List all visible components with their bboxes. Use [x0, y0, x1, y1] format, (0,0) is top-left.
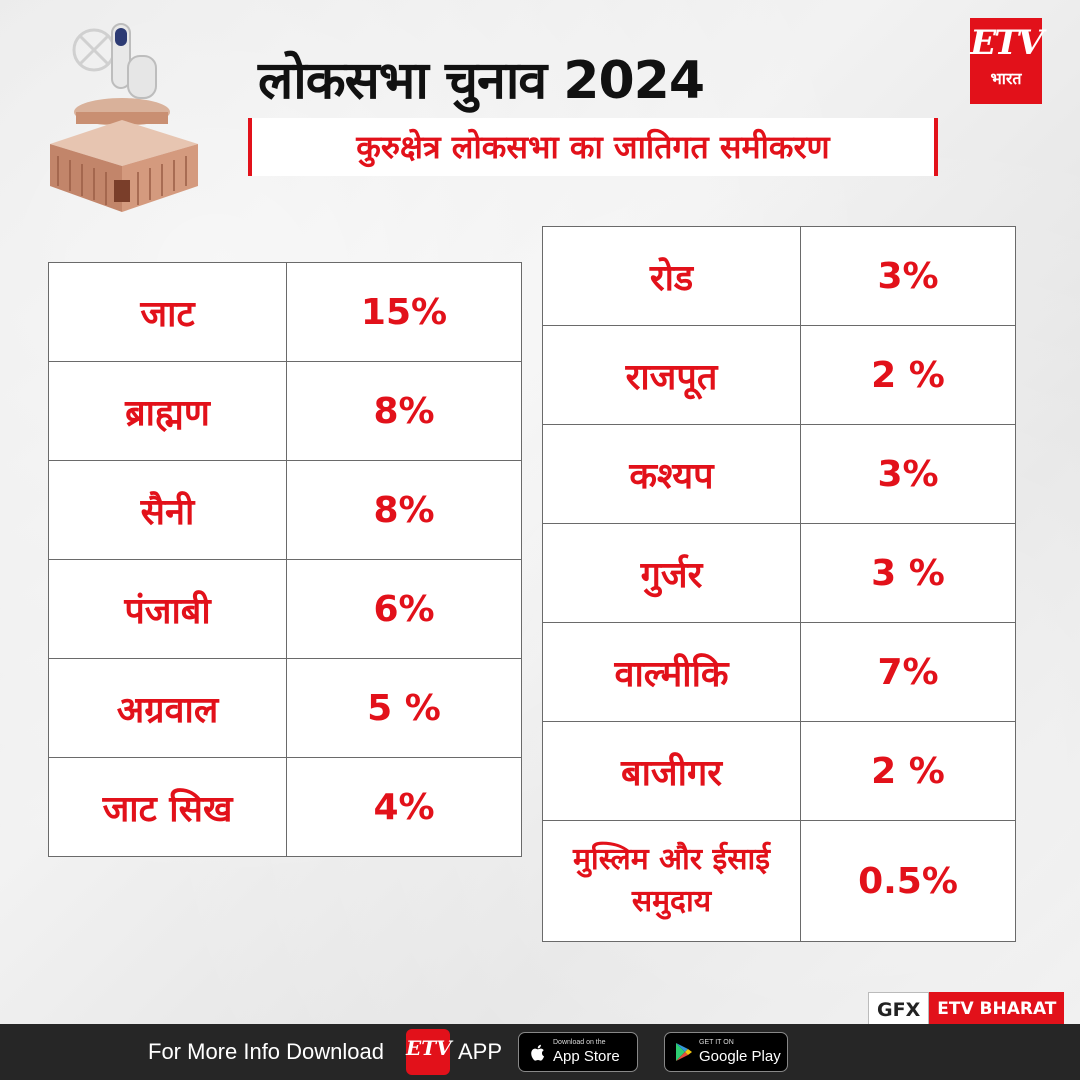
caste-table-left: जाट 15% ब्राह्मण 8% सैनी 8% पंजाबी 6% अग्रवा… [48, 262, 522, 857]
google-play-label: Google Play [699, 1048, 781, 1065]
caste-name: अग्रवाल [48, 658, 287, 758]
caste-name: बाजीगर [542, 721, 801, 821]
footer-text: For More Info Download [148, 1039, 384, 1064]
caste-name: मुस्लिम और ईसाई समुदाय [542, 820, 801, 942]
caste-name: सैनी [48, 460, 287, 560]
caste-name: कश्यप [542, 424, 801, 524]
table-row: मुस्लिम और ईसाई समुदाय 0.5% [542, 820, 1016, 942]
caste-percent: 0.5% [800, 820, 1016, 942]
caste-percent: 2 % [800, 325, 1016, 425]
caste-percent: 5 % [286, 658, 522, 758]
page-title: लोकसभा चुनाव 2024 [258, 51, 705, 111]
caste-percent: 7% [800, 622, 1016, 722]
table-row: वाल्मीकि 7% [542, 622, 1016, 722]
app-store-button[interactable]: Download on the App Store [518, 1032, 638, 1072]
caste-percent: 8% [286, 361, 522, 461]
caste-name: पंजाबी [48, 559, 287, 659]
app-store-small-text: Download on the [553, 1039, 606, 1046]
table-row: ब्राह्मण 8% [48, 361, 522, 461]
footer-app-label: APP [458, 1039, 503, 1064]
caste-percent: 2 % [800, 721, 1016, 821]
caste-name: गुर्जर [542, 523, 801, 623]
gfx-label: GFX [868, 992, 930, 1026]
caste-percent: 8% [286, 460, 522, 560]
caste-name: जाट [48, 262, 287, 362]
gfx-credit: GFX ETV BHARAT [868, 992, 1065, 1026]
apple-icon [531, 1044, 545, 1061]
table-row: राजपूत 2 % [542, 325, 1016, 425]
logo-mark: ETV [970, 23, 1044, 63]
caste-name: ब्राह्मण [48, 361, 287, 461]
etv-bharat-logo: ETV भारत [970, 18, 1044, 104]
google-play-icon [676, 1043, 692, 1061]
google-play-button[interactable]: GET IT ON Google Play [664, 1032, 788, 1072]
footer-bar: For More Info Download ETV APP Download … [0, 1024, 1080, 1080]
caste-percent: 3% [800, 424, 1016, 524]
caste-name: वाल्मीकि [542, 622, 801, 722]
google-play-small-text: GET IT ON [699, 1039, 734, 1046]
table-row: बाजीगर 2 % [542, 721, 1016, 821]
parliament-building-icon [50, 98, 198, 212]
table-row: रोड 3% [542, 226, 1016, 326]
table-row: अग्रवाल 5 % [48, 658, 522, 758]
caste-name: जाट सिख [48, 757, 287, 857]
caste-percent: 4% [286, 757, 522, 857]
parliament-illustration [50, 23, 198, 212]
vote-cross-icon [72, 28, 116, 72]
logo-subtext: भारत [990, 69, 1022, 88]
etv-app-logo-icon: ETV [406, 1029, 452, 1075]
caste-table-right: रोड 3% राजपूत 2 % कश्यप 3% गुर्जर 3 % वाल्मी… [542, 226, 1016, 942]
caste-percent: 15% [286, 262, 522, 362]
gfx-source: ETV BHARAT [929, 992, 1065, 1026]
page-subtitle: कुरुक्षेत्र लोकसभा का जातिगत समीकरण [248, 118, 938, 176]
table-row: पंजाबी 6% [48, 559, 522, 659]
caste-percent: 3 % [800, 523, 1016, 623]
table-row: सैनी 8% [48, 460, 522, 560]
caste-percent: 3% [800, 226, 1016, 326]
inked-finger-icon [111, 23, 157, 99]
table-row: गुर्जर 3 % [542, 523, 1016, 623]
app-store-label: App Store [553, 1048, 620, 1065]
table-row: जाट सिख 4% [48, 757, 522, 857]
caste-name: रोड [542, 226, 801, 326]
table-row: जाट 15% [48, 262, 522, 362]
caste-percent: 6% [286, 559, 522, 659]
table-row: कश्यप 3% [542, 424, 1016, 524]
caste-name: राजपूत [542, 325, 801, 425]
